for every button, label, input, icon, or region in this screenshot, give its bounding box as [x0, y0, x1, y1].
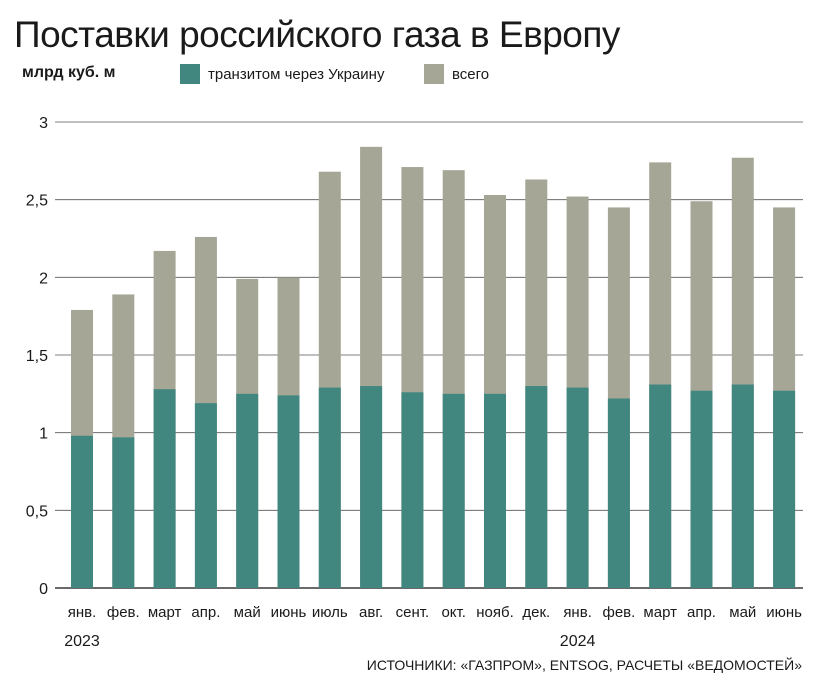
legend-swatch-transit	[180, 64, 200, 84]
x-tick-label: окт.	[441, 604, 465, 621]
legend-item-transit: транзитом через Украину	[180, 64, 384, 84]
bar-transit	[153, 389, 176, 588]
legend-swatch-total	[424, 64, 444, 84]
legend-label-total: всего	[452, 65, 490, 83]
x-tick-label: июль	[312, 604, 348, 621]
bar-transit	[731, 384, 754, 588]
x-tick-label: нояб.	[476, 604, 514, 621]
y-tick-label: 1	[39, 426, 48, 443]
x-tick-label: март	[643, 604, 677, 621]
y-tick-label: 0,5	[26, 503, 48, 520]
bar-transit	[360, 386, 383, 588]
bar-transit	[277, 395, 300, 588]
x-tick-label: июнь	[271, 604, 307, 621]
units-label: млрд куб. м	[22, 64, 116, 81]
bar-transit	[525, 386, 548, 588]
year-label: 2023	[64, 633, 100, 650]
bar-transit	[773, 390, 796, 588]
x-tick-label: апр.	[191, 604, 220, 621]
x-tick-label: янв.	[563, 604, 592, 621]
bar-transit	[194, 403, 217, 588]
x-tick-label: июнь	[766, 604, 802, 621]
bar-transit	[442, 393, 465, 588]
source-note: ИСТОЧНИКИ: «ГАЗПРОМ», ENTSOG, РАСЧЕТЫ «В…	[366, 657, 802, 673]
x-tick-label: янв.	[68, 604, 97, 621]
legend-label-transit: транзитом через Украину	[208, 65, 385, 83]
y-tick-label: 1,5	[26, 348, 48, 365]
bar-transit	[112, 437, 135, 588]
bar-transit	[484, 393, 506, 588]
y-tick-label: 2	[39, 270, 48, 287]
bar-transit	[401, 392, 424, 588]
x-tick-label: сент.	[396, 604, 430, 621]
x-tick-label: авг.	[359, 604, 383, 621]
bar-transit	[690, 390, 713, 588]
bar-transit	[649, 384, 672, 588]
bar-transit	[318, 387, 341, 588]
chart-title: Поставки российского газа в Европу	[14, 14, 620, 55]
x-tick-label: май	[729, 604, 756, 621]
y-tick-label: 2,5	[26, 193, 48, 210]
legend-item-total: всего	[424, 64, 489, 84]
x-tick-label: апр.	[687, 604, 716, 621]
bar-transit	[607, 398, 630, 588]
x-tick-label: фев.	[107, 604, 140, 621]
bar-transit	[566, 387, 589, 588]
bar-transit	[236, 393, 259, 588]
y-tick-label: 0	[39, 581, 48, 598]
x-tick-label: март	[148, 604, 182, 621]
x-tick-label: май	[234, 604, 261, 621]
year-label: 2024	[560, 633, 596, 650]
bar-transit	[71, 435, 93, 588]
x-tick-label: дек.	[522, 604, 550, 621]
x-tick-label: фев.	[602, 604, 635, 621]
y-tick-label: 3	[39, 115, 48, 132]
